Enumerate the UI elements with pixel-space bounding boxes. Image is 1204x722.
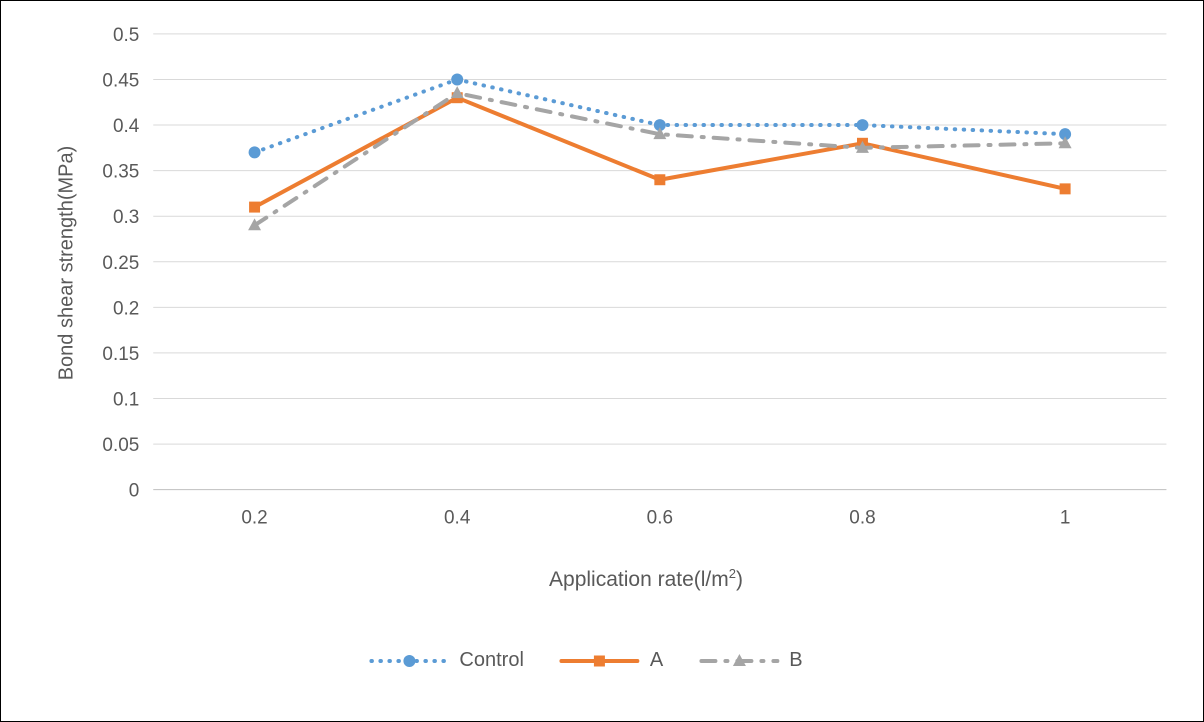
y-tick-label: 0.1 — [113, 389, 139, 410]
x-axis-title-superscript: 2 — [728, 566, 736, 581]
legend-item-control: Control — [369, 649, 524, 672]
marker-triangle — [653, 127, 667, 140]
x-axis-title-text: Application rate(l/m — [549, 568, 729, 591]
y-tick-label: 0.3 — [113, 207, 139, 228]
x-axis-title-close: ) — [735, 568, 743, 591]
y-tick-label: 0.45 — [102, 70, 139, 91]
marker-circle — [1059, 128, 1072, 141]
marker-square — [594, 655, 606, 666]
legend-label-a: A — [649, 649, 664, 671]
marker-square — [654, 174, 666, 186]
legend-sample-control — [369, 654, 450, 667]
y-tick-label: 0.35 — [102, 162, 139, 183]
marker-circle — [248, 146, 261, 159]
x-tick-label: 0.8 — [849, 508, 875, 529]
x-tick-label: 0.2 — [241, 508, 267, 529]
y-tick-label: 0.2 — [113, 298, 139, 319]
legend-item-a: A — [559, 649, 664, 672]
legend-label-control: Control — [459, 649, 524, 671]
y-axis-title-text: Bond shear strength(MPa) — [55, 145, 78, 381]
marker-circle — [856, 119, 869, 132]
x-tick-label: 0.6 — [647, 508, 673, 529]
marker-circle — [451, 73, 464, 86]
legend-sample-a — [559, 655, 640, 666]
y-tick-label: 0.05 — [102, 435, 139, 456]
marker-square — [249, 201, 261, 213]
y-axis-title: Bond shear strength(MPa) — [56, 146, 79, 381]
x-tick-label: 1 — [1060, 508, 1071, 529]
y-tick-label: 0.15 — [102, 344, 139, 365]
marker-triangle — [855, 140, 869, 153]
series-line-b — [252, 91, 1068, 228]
marker-circle — [403, 654, 416, 667]
legend: Control A B — [369, 649, 803, 672]
y-tick-label: 0.4 — [113, 116, 139, 137]
marker-square — [1059, 183, 1071, 195]
marker-triangle — [732, 653, 746, 666]
legend-label-b: B — [789, 649, 803, 671]
marker-triangle — [248, 218, 262, 231]
y-tick-label: 0 — [129, 481, 140, 502]
x-tick-label: 0.4 — [444, 508, 470, 529]
legend-sample-b — [699, 653, 780, 666]
legend-item-b: B — [699, 649, 803, 672]
y-tick-label: 0.25 — [102, 253, 139, 274]
marker-circle — [653, 119, 666, 132]
marker-triangle — [450, 86, 464, 99]
marker-triangle — [1058, 136, 1072, 149]
y-tick-label: 0.5 — [113, 25, 139, 46]
series-line-a — [252, 95, 1068, 210]
x-axis-title: Application rate(l/m2) — [549, 566, 743, 592]
